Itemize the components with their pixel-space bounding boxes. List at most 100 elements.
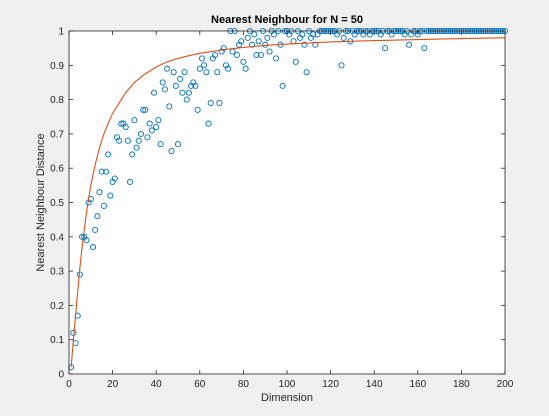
data-point [142, 106, 149, 113]
data-point [225, 65, 232, 72]
data-point [150, 89, 158, 96]
axes-frame [68, 30, 506, 375]
data-point [421, 45, 428, 52]
y-tick-label: 0.5 [50, 198, 64, 209]
data-point [183, 96, 190, 103]
x-axis-label: Dimension [261, 392, 313, 404]
x-tick-label: 140 [366, 379, 383, 390]
data-point [181, 69, 188, 76]
data-point [94, 213, 101, 220]
x-tick-label: 40 [151, 379, 163, 390]
data-point [242, 65, 249, 72]
data-point [299, 31, 306, 38]
data-point [83, 237, 90, 244]
data-point [166, 103, 173, 110]
x-tick-label: 120 [322, 379, 339, 390]
data-point [249, 41, 256, 48]
data-point [179, 89, 186, 96]
data-point [301, 41, 308, 48]
data-point [220, 45, 227, 52]
data-point [172, 82, 179, 89]
data-point [96, 189, 103, 196]
data-point [233, 51, 240, 59]
data-point [310, 31, 317, 38]
data-point [340, 34, 347, 41]
y-axis-label: Nearest Neighbour Distance [35, 133, 47, 271]
chart-title: Nearest Neighbour for N = 50 [211, 14, 363, 26]
data-point [270, 31, 277, 38]
data-point [126, 178, 134, 185]
data-point [135, 137, 142, 144]
data-point [111, 175, 118, 182]
data-point [100, 202, 107, 209]
data-point [212, 51, 219, 59]
data-point [203, 69, 210, 76]
x-tick-label: 200 [497, 379, 514, 390]
data-point [201, 62, 208, 69]
data-point [240, 58, 247, 65]
data-point [214, 69, 221, 76]
data-point [157, 141, 164, 148]
data-point [279, 82, 286, 89]
data-point [168, 147, 175, 155]
x-tick-label: 60 [194, 379, 206, 390]
data-point [129, 151, 136, 158]
data-point [312, 41, 319, 48]
data-point [303, 69, 310, 76]
x-tick-label: 100 [279, 379, 296, 390]
data-point [133, 144, 140, 151]
data-point [266, 48, 273, 55]
data-point [98, 168, 105, 175]
y-tick-label: 0.7 [50, 129, 64, 140]
x-tick-label: 160 [409, 379, 426, 390]
y-tick-label: 0.2 [50, 301, 64, 312]
data-point [255, 38, 262, 45]
data-point [338, 62, 345, 69]
y-tick-label: 1 [58, 27, 64, 38]
data-point [148, 127, 155, 134]
data-point [144, 134, 151, 141]
plot-area[interactable] [69, 31, 505, 374]
data-point [185, 89, 192, 96]
y-tick-label: 0.1 [50, 335, 64, 346]
data-point [92, 226, 99, 233]
data-point [159, 79, 166, 86]
data-point [140, 106, 147, 113]
fit-curve-line [70, 37, 506, 368]
data-point [131, 117, 138, 124]
data-point [273, 55, 280, 62]
data-point [146, 120, 153, 127]
data-point [137, 130, 144, 137]
data-point [107, 192, 114, 199]
x-tick-label: 180 [453, 379, 470, 390]
data-point [116, 137, 123, 144]
data-point [105, 151, 112, 158]
data-point [382, 45, 389, 52]
y-tick-label: 0.4 [50, 232, 64, 243]
data-point [89, 244, 97, 251]
data-point [207, 99, 214, 107]
y-tick-label: 0.3 [50, 267, 64, 278]
y-tick-label: 0 [58, 370, 64, 381]
data-point [238, 38, 245, 45]
data-point [103, 168, 110, 175]
data-point [292, 58, 299, 65]
data-point [192, 82, 199, 89]
data-point [196, 65, 203, 72]
data-point [124, 137, 131, 144]
data-point [251, 31, 258, 38]
y-tick-label: 0.8 [50, 95, 64, 106]
data-point [153, 123, 160, 131]
x-tick-label: 0 [66, 379, 72, 390]
data-point [198, 55, 206, 62]
data-point [122, 123, 129, 131]
data-point [257, 51, 264, 59]
y-tick-label: 0.9 [50, 61, 64, 72]
axis-ticks: 0 20 40 60 80 100 120 140 160 180 200 0 0.1 0.2 0.3 0.4… [50, 27, 514, 391]
data-point [205, 120, 212, 127]
data-point [253, 51, 260, 59]
data-point [194, 106, 201, 113]
data-point [244, 34, 251, 41]
data-point [79, 233, 86, 240]
